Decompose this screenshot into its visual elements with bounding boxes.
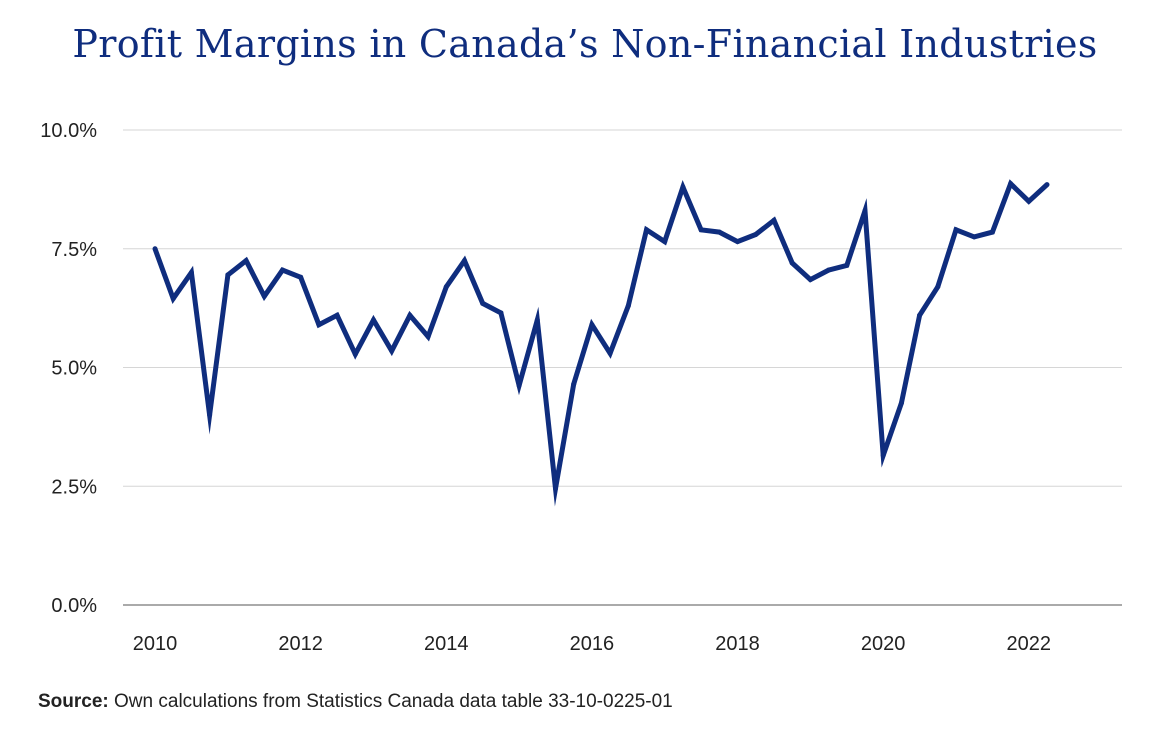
data-point xyxy=(753,232,759,237)
data-point xyxy=(989,229,995,235)
data-point xyxy=(352,351,358,357)
data-point xyxy=(298,274,304,280)
data-point xyxy=(625,303,631,309)
chart-title: Profit Margins in Canada’s Non-Financial… xyxy=(72,22,1098,66)
data-point xyxy=(443,284,449,290)
data-point xyxy=(589,322,595,328)
data-point xyxy=(571,381,577,387)
data-point xyxy=(953,227,959,233)
data-point xyxy=(880,452,886,458)
data-point xyxy=(207,412,213,418)
x-tick-label: 2020 xyxy=(861,633,906,655)
y-tick-label: 10.0% xyxy=(40,120,97,142)
data-point xyxy=(152,246,158,252)
data-point xyxy=(516,383,522,389)
data-point xyxy=(498,310,504,316)
line-chart: 0.0%2.5%5.0%7.5%10.0% 2010 2012 2014 2016 20… xyxy=(40,120,1122,655)
data-point xyxy=(553,486,559,492)
data-point xyxy=(917,312,923,318)
data-point xyxy=(480,300,486,306)
y-axis-ticks: 0.0% 2.5% 5.0% 7.5% 10.0% xyxy=(40,120,97,617)
x-tick-label: 2010 xyxy=(133,633,178,655)
x-tick-label: 2014 xyxy=(424,633,469,655)
y-tick-label: 5.0% xyxy=(51,358,97,380)
data-point xyxy=(534,317,540,323)
data-point xyxy=(898,400,904,406)
data-point xyxy=(389,348,395,354)
data-point xyxy=(1044,182,1050,188)
data-point xyxy=(971,234,977,240)
gridlines xyxy=(123,129,1122,606)
source-text: Own calculations from Statistics Canada … xyxy=(108,691,673,712)
data-point xyxy=(316,322,322,328)
series-line xyxy=(152,179,1049,507)
y-tick-label: 0.0% xyxy=(51,595,97,617)
data-point xyxy=(261,293,267,299)
source-label: Source: xyxy=(38,691,109,712)
data-point xyxy=(698,227,704,233)
data-point xyxy=(407,312,413,318)
data-point xyxy=(370,317,376,323)
data-point xyxy=(607,350,613,356)
x-tick-label: 2016 xyxy=(570,633,615,655)
data-point xyxy=(334,312,340,318)
data-point xyxy=(807,277,813,283)
data-point xyxy=(188,270,194,275)
data-point xyxy=(243,258,249,264)
data-point xyxy=(644,227,650,233)
data-point xyxy=(771,217,777,223)
data-point xyxy=(716,229,722,235)
data-point xyxy=(662,239,668,245)
data-point xyxy=(680,184,686,190)
x-tick-label: 2018 xyxy=(715,633,760,655)
series-group xyxy=(152,179,1050,507)
data-point xyxy=(425,334,431,340)
y-tick-label: 7.5% xyxy=(51,239,97,261)
data-point xyxy=(461,258,467,264)
data-point xyxy=(935,284,941,290)
data-point xyxy=(1008,181,1014,187)
data-point xyxy=(735,239,741,245)
data-point xyxy=(844,262,850,268)
data-point xyxy=(862,208,868,214)
data-point xyxy=(279,267,285,273)
x-axis-ticks: 2010 2012 2014 2016 2018 2020 2022 xyxy=(133,633,1051,655)
y-tick-label: 2.5% xyxy=(51,476,97,498)
data-point xyxy=(170,296,176,302)
x-tick-label: 2012 xyxy=(278,633,323,655)
data-point xyxy=(789,260,795,266)
data-point xyxy=(826,267,832,273)
data-point xyxy=(1026,198,1032,204)
data-point xyxy=(225,272,231,278)
source-note: Source: Own calculations from Statistics… xyxy=(38,691,673,713)
x-tick-label: 2022 xyxy=(1007,633,1052,655)
